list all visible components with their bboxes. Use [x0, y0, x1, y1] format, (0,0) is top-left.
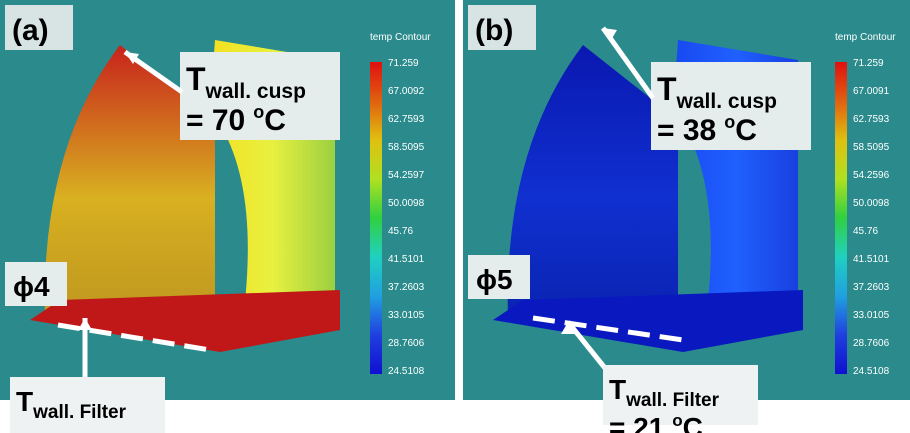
symbol: T [16, 386, 33, 417]
filter-value: = 21 oC [609, 411, 703, 433]
legend-title: temp Contour [835, 32, 896, 43]
symbol: T [657, 71, 677, 107]
legend-label: 50.0098 [853, 198, 890, 209]
legend-label: 67.0092 [388, 86, 425, 97]
value: = 21 [609, 412, 664, 433]
legend-label: 24.5108 [853, 366, 890, 377]
subscript: wall. cusp [205, 80, 306, 103]
subscript: wall. Filter [625, 390, 720, 411]
legend-label: 50.0098 [388, 198, 425, 209]
subscript: wall. cusp [676, 90, 777, 113]
legend-label: 24.5108 [388, 366, 425, 377]
legend-title: temp Contour [370, 32, 431, 43]
unit: C [264, 104, 286, 137]
subscript: wall. Filter [32, 402, 127, 423]
panel-b: temp Contour 71.259 67.0091 62.7593 58.5095 5… [463, 0, 910, 433]
legend-label: 58.5095 [853, 142, 890, 153]
panel-label: (b) [475, 14, 513, 47]
legend-label: 33.0105 [853, 310, 890, 321]
legend-label: 54.2596 [853, 170, 890, 181]
legend-label: 71.259 [853, 58, 884, 69]
legend-label: 37.2603 [388, 282, 425, 293]
degree: o [253, 102, 264, 122]
panel-label: (a) [12, 14, 49, 47]
legend-label: 54.2597 [388, 170, 425, 181]
symbol: T [186, 61, 206, 97]
symbol: T [609, 374, 626, 405]
legend-label: 58.5095 [388, 142, 425, 153]
legend-label: 37.2603 [853, 282, 890, 293]
cusp-value: = 38 oC [657, 112, 757, 147]
phi-label: ϕ5 [476, 264, 513, 295]
legend-label: 28.7606 [853, 338, 890, 349]
colorbar [370, 62, 382, 374]
value: = 70 [186, 104, 245, 137]
unit: C [735, 114, 757, 147]
value: = 38 [657, 114, 716, 147]
legend-label: 28.7606 [388, 338, 425, 349]
legend-label: 71.259 [388, 58, 419, 69]
legend-label: 41.5101 [853, 254, 890, 265]
legend-label: 62.7593 [853, 114, 890, 125]
degree: o [672, 411, 682, 430]
degree: o [724, 112, 735, 132]
legend-label: 45.76 [853, 226, 878, 237]
cusp-value: = 70 oC [186, 102, 286, 137]
unit: C [683, 412, 703, 433]
legend-label: 67.0091 [853, 86, 890, 97]
legend-label: 41.5101 [388, 254, 425, 265]
legend-label: 45.76 [388, 226, 413, 237]
panel-a: temp Contour 71.259 67.0092 62.7593 58.5095 5… [0, 0, 455, 433]
page: temp Contour 71.259 67.0092 62.7593 58.5095 5… [0, 0, 910, 433]
colorbar [835, 62, 847, 374]
legend-label: 62.7593 [388, 114, 425, 125]
phi-label: ϕ4 [13, 271, 50, 302]
legend-label: 33.0105 [388, 310, 425, 321]
